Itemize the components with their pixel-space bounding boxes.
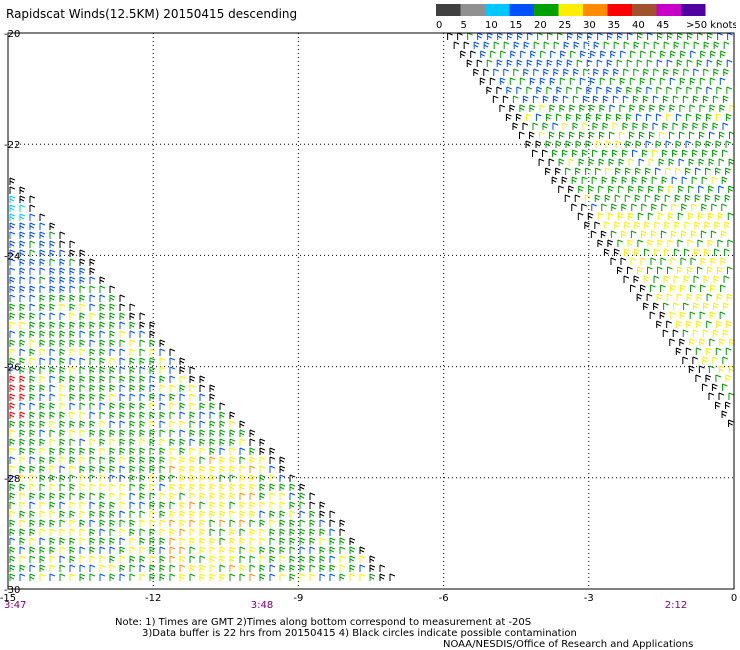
latitude-tick-label: -28 xyxy=(4,474,20,485)
legend-label: 30 xyxy=(583,20,596,30)
legend-label: 10 xyxy=(485,20,498,30)
time-label: 3:48 xyxy=(251,600,273,611)
latitude-tick-label: -24 xyxy=(4,251,20,262)
legend-label: 45 xyxy=(657,20,670,30)
legend-swatch xyxy=(436,4,461,16)
map-gridlines xyxy=(8,33,734,589)
legend-swatch xyxy=(681,4,706,16)
latitude-tick-label: -26 xyxy=(4,363,20,374)
longitude-tick-label: -9 xyxy=(293,593,303,604)
longitude-tick-label: -3 xyxy=(584,593,594,604)
legend-label: 5 xyxy=(461,20,467,30)
legend-swatch xyxy=(632,4,657,16)
wind-barbs xyxy=(9,32,736,581)
legend-swatch xyxy=(607,4,632,16)
map-frame xyxy=(7,32,735,590)
time-label: 2:12 xyxy=(665,600,687,611)
axis-labels: -15 -12 -9 -6 -3 0-20-22-24-26-28-303:47 3:48 2… xyxy=(0,29,737,611)
legend-swatch xyxy=(485,4,510,16)
map-title: Rapidscat Winds(12.5KM) 20150415 descend… xyxy=(6,7,298,21)
legend-swatch xyxy=(534,4,559,16)
legend-label: 40 xyxy=(632,20,645,30)
latitude-tick-label: -30 xyxy=(4,585,20,596)
legend-label: >50 knots xyxy=(686,20,736,30)
legend-swatch xyxy=(460,4,485,16)
latitude-tick-label: -22 xyxy=(4,140,20,151)
legend-swatch xyxy=(558,4,583,16)
legend-swatch xyxy=(583,4,608,16)
longitude-tick-label: -12 xyxy=(145,593,161,604)
legend-label: 35 xyxy=(608,20,621,30)
longitude-tick-label: 0 xyxy=(731,593,737,604)
credit-line: NOAA/NESDIS/Office of Research and Appli… xyxy=(443,639,694,650)
longitude-tick-label: -6 xyxy=(439,593,449,604)
legend-label: 20 xyxy=(534,20,547,30)
legend-swatch xyxy=(509,4,534,16)
legend-label: 15 xyxy=(510,20,523,30)
legend-label: 25 xyxy=(559,20,572,30)
note-line-2: 3)Data buffer is 22 hrs from 20150415 4)… xyxy=(142,628,577,639)
note-line-1: Note: 1) Times are GMT 2)Times along bot… xyxy=(115,617,532,628)
longitude-tick-label: -15 xyxy=(0,593,16,604)
time-label: 3:47 xyxy=(4,600,26,611)
legend-swatch xyxy=(656,4,681,16)
wind-speed-legend: 0 5 10 15 20 25 30 35 40 45 >50 knots xyxy=(436,4,738,34)
legend-label: 0 xyxy=(436,20,442,30)
latitude-tick-label: -20 xyxy=(4,29,20,40)
